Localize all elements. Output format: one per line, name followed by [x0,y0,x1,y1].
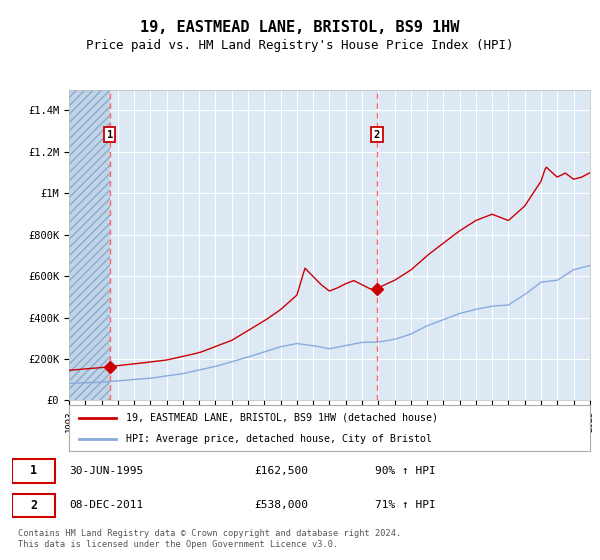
Text: Price paid vs. HM Land Registry's House Price Index (HPI): Price paid vs. HM Land Registry's House … [86,39,514,52]
Text: £538,000: £538,000 [254,500,308,510]
Text: 2: 2 [30,498,37,512]
Text: 19, EASTMEAD LANE, BRISTOL, BS9 1HW: 19, EASTMEAD LANE, BRISTOL, BS9 1HW [140,20,460,35]
Text: 19, EASTMEAD LANE, BRISTOL, BS9 1HW (detached house): 19, EASTMEAD LANE, BRISTOL, BS9 1HW (det… [126,413,438,423]
Text: Contains HM Land Registry data © Crown copyright and database right 2024.
This d: Contains HM Land Registry data © Crown c… [18,529,401,549]
Text: £162,500: £162,500 [254,466,308,476]
Bar [69,90,110,400]
Text: 2: 2 [374,130,380,139]
Text: 08-DEC-2011: 08-DEC-2011 [70,500,144,510]
Text: HPI: Average price, detached house, City of Bristol: HPI: Average price, detached house, City… [126,435,432,444]
Text: 71% ↑ HPI: 71% ↑ HPI [375,500,436,510]
Text: 1: 1 [107,130,113,139]
FancyBboxPatch shape [12,459,55,483]
Text: 90% ↑ HPI: 90% ↑ HPI [375,466,436,476]
FancyBboxPatch shape [12,493,55,517]
Text: 1: 1 [30,464,37,478]
Text: 30-JUN-1995: 30-JUN-1995 [70,466,144,476]
